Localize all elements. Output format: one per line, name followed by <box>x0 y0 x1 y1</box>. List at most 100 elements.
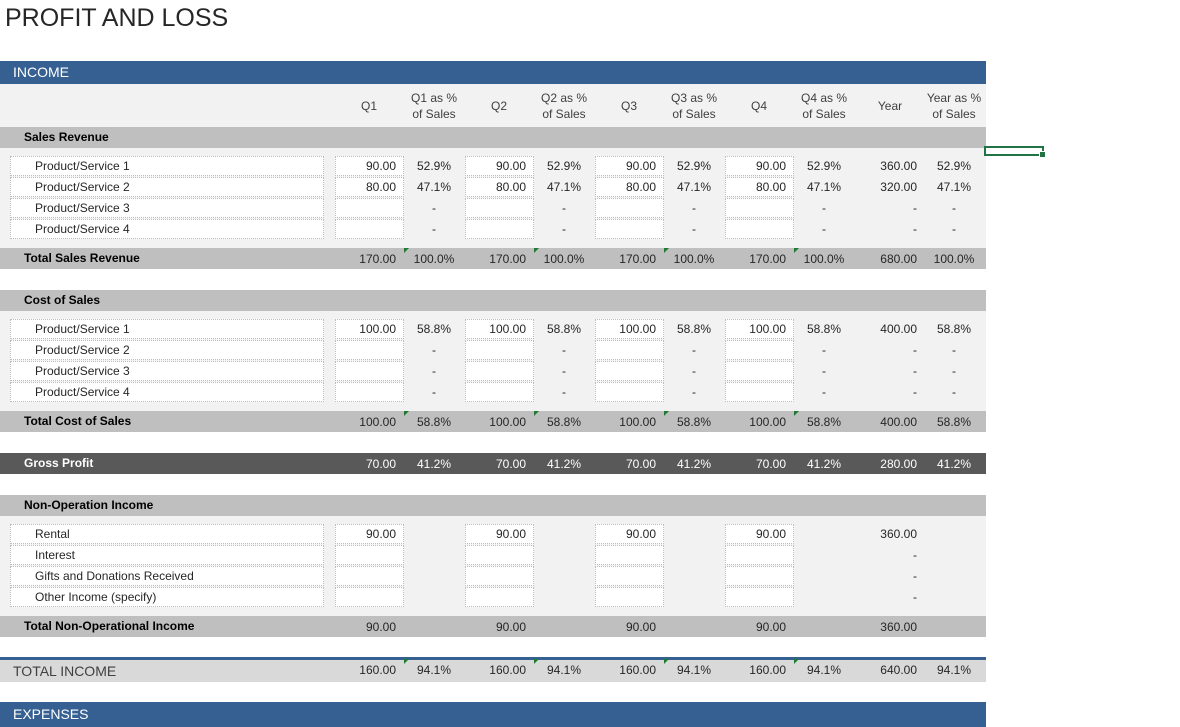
value-input-cell[interactable]: 80.00 <box>335 177 404 197</box>
value-input-cell[interactable]: 100.00 <box>465 319 534 339</box>
row-label[interactable]: Product/Service 4 <box>10 219 324 239</box>
value-input-cell[interactable] <box>595 587 664 607</box>
row-label[interactable]: Product/Service 2 <box>10 340 324 360</box>
row-label[interactable]: Product/Service 3 <box>10 198 324 218</box>
value-cell: 170.00 <box>749 252 786 266</box>
value-input-cell[interactable]: 90.00 <box>595 156 664 176</box>
page-title: PROFIT AND LOSS <box>5 4 229 32</box>
row-label[interactable]: Product/Service 4 <box>10 382 324 402</box>
value-input-cell[interactable] <box>465 198 534 218</box>
value-input-cell[interactable]: 100.00 <box>725 319 794 339</box>
value-input-cell[interactable]: 90.00 <box>335 524 404 544</box>
value-input-cell[interactable]: 90.00 <box>335 156 404 176</box>
value-input-cell[interactable] <box>465 566 534 586</box>
value-input-cell[interactable] <box>725 340 794 360</box>
year-percent-cell <box>924 524 984 544</box>
row-label[interactable]: Product/Service 1 <box>10 319 324 339</box>
value-input-cell[interactable] <box>595 545 664 565</box>
column-header: Q2 <box>490 99 507 113</box>
percent-cell: 58.8% <box>676 322 712 336</box>
row-label[interactable]: Other Income (specify) <box>10 587 324 607</box>
section-label: Non-Operation Income <box>24 498 154 512</box>
section-label: Sales Revenue <box>24 130 109 144</box>
percent-cell: 41.2% <box>546 457 582 471</box>
error-indicator-icon <box>794 411 799 416</box>
percent-cell: 58.8% <box>416 415 452 429</box>
gross-profit-label: Gross Profit <box>24 456 94 470</box>
percent-cell: 100.0% <box>543 252 585 266</box>
row-label[interactable]: Rental <box>10 524 324 544</box>
year-value-cell: 280.00 <box>880 457 917 471</box>
year-percent-cell: 47.1% <box>936 180 972 194</box>
value-input-cell[interactable] <box>465 545 534 565</box>
value-input-cell[interactable]: 80.00 <box>725 177 794 197</box>
year-value-cell: - <box>913 569 917 583</box>
value-input-cell[interactable] <box>335 545 404 565</box>
year-value-cell: - <box>913 343 917 357</box>
year-percent-cell: 41.2% <box>936 457 972 471</box>
year-value-cell: 360.00 <box>880 527 917 541</box>
year-percent-cell: - <box>952 222 956 236</box>
value-input-cell[interactable] <box>725 587 794 607</box>
value-input-cell[interactable]: 90.00 <box>465 156 534 176</box>
percent-cell: - <box>822 201 826 215</box>
total-row: Total Cost of Sales <box>0 411 986 432</box>
column-header: Q3 as % of Sales <box>670 91 718 121</box>
value-input-cell[interactable] <box>465 340 534 360</box>
value-input-cell[interactable]: 100.00 <box>335 319 404 339</box>
value-input-cell[interactable]: 100.00 <box>595 319 664 339</box>
value-input-cell[interactable]: 90.00 <box>725 156 794 176</box>
value-input-cell[interactable] <box>335 198 404 218</box>
column-header: Q1 as % of Sales <box>410 91 458 121</box>
value-input-cell[interactable] <box>725 545 794 565</box>
value-input-cell[interactable]: 90.00 <box>595 524 664 544</box>
error-indicator-icon <box>404 248 409 253</box>
column-header: Q2 as % of Sales <box>540 91 588 121</box>
section-header: Sales Revenue <box>0 127 986 148</box>
value-input-cell[interactable] <box>595 382 664 402</box>
value-input-cell[interactable]: 80.00 <box>595 177 664 197</box>
row-label[interactable]: Interest <box>10 545 324 565</box>
row-label[interactable]: Gifts and Donations Received <box>10 566 324 586</box>
value-input-cell[interactable] <box>335 587 404 607</box>
value-input-cell[interactable] <box>725 361 794 381</box>
value-input-cell[interactable] <box>725 198 794 218</box>
percent-cell: - <box>822 222 826 236</box>
percent-cell <box>404 566 464 586</box>
value-input-cell[interactable] <box>595 566 664 586</box>
year-value-cell: 680.00 <box>880 252 917 266</box>
row-label[interactable]: Product/Service 2 <box>10 177 324 197</box>
row-label[interactable]: Product/Service 3 <box>10 361 324 381</box>
year-value-cell: - <box>913 364 917 378</box>
percent-cell: - <box>692 201 696 215</box>
value-input-cell[interactable] <box>595 340 664 360</box>
value-input-cell[interactable] <box>725 219 794 239</box>
value-input-cell[interactable] <box>725 382 794 402</box>
value-input-cell[interactable] <box>335 340 404 360</box>
value-input-cell[interactable] <box>335 566 404 586</box>
value-input-cell[interactable]: 90.00 <box>725 524 794 544</box>
total-row: Total Sales Revenue <box>0 248 986 269</box>
error-indicator-icon <box>404 411 409 416</box>
percent-cell <box>534 566 594 586</box>
row-label[interactable]: Product/Service 1 <box>10 156 324 176</box>
value-input-cell[interactable] <box>465 382 534 402</box>
value-input-cell[interactable] <box>595 361 664 381</box>
column-header: Q4 <box>750 99 767 113</box>
value-cell: 100.00 <box>749 415 786 429</box>
value-input-cell[interactable] <box>465 219 534 239</box>
percent-cell: 52.9% <box>676 159 712 173</box>
value-input-cell[interactable] <box>335 361 404 381</box>
value-input-cell[interactable]: 90.00 <box>465 524 534 544</box>
value-input-cell[interactable] <box>465 587 534 607</box>
percent-cell: 94.1% <box>806 663 842 677</box>
value-input-cell[interactable] <box>335 382 404 402</box>
value-input-cell[interactable]: 80.00 <box>465 177 534 197</box>
value-input-cell[interactable] <box>465 361 534 381</box>
selected-cell[interactable] <box>984 146 1046 158</box>
value-input-cell[interactable] <box>595 219 664 239</box>
fill-handle[interactable] <box>1039 151 1046 158</box>
value-input-cell[interactable] <box>725 566 794 586</box>
value-input-cell[interactable] <box>335 219 404 239</box>
value-input-cell[interactable] <box>595 198 664 218</box>
